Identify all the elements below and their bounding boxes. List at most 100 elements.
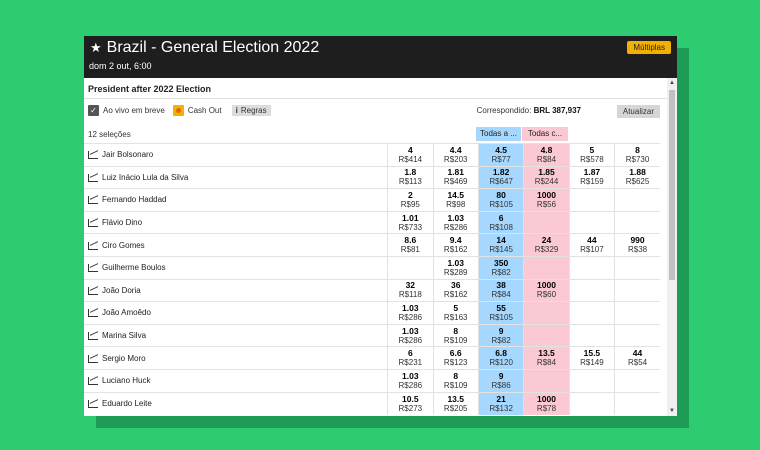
multiples-button[interactable]: Múltiplas [627, 41, 671, 54]
price-cell[interactable]: 8 R$730 [614, 143, 660, 167]
price-cell[interactable]: 990 R$38 [614, 233, 660, 257]
price-cell[interactable]: 14.5 R$98 [432, 188, 479, 212]
back-all-header[interactable]: Todas a ... [476, 127, 521, 141]
chart-icon[interactable] [88, 264, 98, 273]
price-cell[interactable]: 9.4 R$162 [432, 233, 479, 257]
price-cell[interactable]: 13.5 R$84 [523, 346, 570, 370]
price-cell[interactable] [614, 301, 660, 325]
price-cell[interactable]: 1.03 R$289 [432, 255, 479, 280]
price-cell[interactable]: 1.01 R$733 [387, 210, 434, 234]
chart-icon[interactable] [88, 151, 98, 160]
stake-amount: R$132 [489, 403, 513, 413]
price-cell[interactable]: 1.8 R$113 [387, 165, 434, 189]
price-cell[interactable] [523, 323, 570, 347]
price-cell[interactable]: 1.88 R$625 [614, 165, 660, 189]
price-cell[interactable]: 4.5 R$77 [477, 143, 524, 167]
price-cell[interactable]: 8 R$109 [432, 368, 479, 393]
price-cell[interactable] [387, 255, 434, 280]
price-cell[interactable]: 21 R$132 [477, 391, 524, 415]
price-cell[interactable]: 350 R$82 [477, 255, 524, 280]
chart-icon[interactable] [88, 173, 98, 182]
price-cell[interactable]: 6.6 R$123 [432, 346, 479, 370]
price-cell[interactable]: 5 R$163 [432, 301, 479, 325]
price-cell[interactable]: 24 R$329 [523, 233, 570, 257]
chart-icon[interactable] [88, 241, 98, 250]
chart-icon[interactable] [88, 354, 98, 363]
price-cell[interactable] [614, 188, 660, 212]
star-icon[interactable]: ★ [90, 40, 102, 55]
price-cell[interactable]: 1000 R$56 [523, 188, 570, 212]
price-cell[interactable] [614, 323, 660, 347]
price-cell[interactable] [568, 391, 615, 415]
price-cell[interactable]: 1.03 R$286 [387, 368, 434, 393]
price-cell[interactable]: 1.03 R$286 [387, 301, 434, 325]
chart-icon[interactable] [88, 196, 98, 205]
scrollbar[interactable]: ▲ ▼ [667, 78, 677, 416]
price-cell[interactable]: 38 R$84 [477, 278, 524, 302]
price-cell[interactable]: 1.87 R$159 [568, 165, 615, 189]
stake-amount: R$109 [443, 380, 468, 390]
price-cell[interactable]: 55 R$105 [477, 301, 524, 325]
price-cell[interactable] [568, 188, 615, 212]
update-button[interactable]: Atualizar [616, 105, 660, 118]
price-cell[interactable]: 1000 R$60 [523, 278, 570, 302]
rules-button[interactable]: i Regras [231, 105, 271, 116]
price-cell[interactable] [614, 255, 660, 280]
chart-icon[interactable] [88, 309, 98, 318]
price-cell[interactable]: 14 R$145 [477, 233, 524, 257]
price-cell[interactable]: 6 R$231 [387, 346, 434, 370]
price-cell[interactable] [568, 368, 615, 393]
price-cell[interactable] [614, 278, 660, 302]
stake-amount: R$329 [534, 245, 559, 255]
chart-icon[interactable] [88, 286, 98, 295]
chart-icon[interactable] [88, 331, 98, 340]
price-cell[interactable]: 36 R$162 [432, 278, 479, 302]
price-cell[interactable]: 13.5 R$205 [432, 391, 479, 415]
price-cell[interactable] [568, 255, 615, 280]
price-cell[interactable]: 5 R$578 [568, 143, 615, 167]
runner-name-cell: Eduardo Leite [84, 391, 388, 415]
price-cell[interactable]: 8 R$109 [432, 323, 479, 347]
price-cell[interactable]: 2 R$95 [387, 188, 434, 212]
price-cell[interactable]: 4.8 R$84 [523, 143, 570, 167]
chart-icon[interactable] [88, 218, 98, 227]
price-cell[interactable]: 8.6 R$81 [387, 233, 434, 257]
price-cell[interactable]: 1.03 R$286 [432, 210, 479, 234]
price-cell[interactable] [523, 255, 570, 280]
price-cell[interactable]: 9 R$86 [477, 368, 524, 393]
price-cell[interactable]: 1000 R$78 [523, 391, 570, 415]
price-cell[interactable] [523, 210, 570, 234]
scroll-thumb[interactable] [669, 90, 675, 280]
price-cell[interactable]: 80 R$105 [477, 188, 524, 212]
price-cell[interactable]: 4.4 R$203 [432, 143, 479, 167]
price-cell[interactable] [568, 210, 615, 234]
check-icon[interactable]: ✓ [88, 105, 99, 116]
price-cell[interactable]: 44 R$107 [568, 233, 615, 257]
price-cell[interactable]: 6.8 R$120 [477, 346, 524, 370]
scroll-down-icon[interactable]: ▼ [669, 408, 675, 414]
price-cell[interactable]: 1.85 R$244 [523, 165, 570, 189]
price-cell[interactable]: 4 R$414 [387, 143, 434, 167]
price-cell[interactable] [523, 368, 570, 393]
price-cell[interactable]: 1.81 R$469 [432, 165, 479, 189]
price-cell[interactable] [568, 278, 615, 302]
price-cell[interactable]: 9 R$82 [477, 323, 524, 347]
price-cell[interactable]: 32 R$118 [387, 278, 434, 302]
price-cell[interactable] [568, 323, 615, 347]
price-cell[interactable] [614, 368, 660, 393]
price-cell[interactable] [614, 210, 660, 234]
price-cell[interactable]: 44 R$54 [614, 346, 660, 370]
price-cell[interactable]: 15.5 R$149 [568, 346, 615, 370]
chart-icon[interactable] [88, 377, 98, 386]
price-cell[interactable] [523, 301, 570, 325]
price-cell[interactable] [568, 301, 615, 325]
price-cell[interactable]: 10.5 R$273 [387, 391, 434, 415]
chart-icon[interactable] [88, 399, 98, 408]
price-cell[interactable]: 1.03 R$286 [387, 323, 434, 347]
price-cell[interactable]: 1.82 R$647 [477, 165, 524, 189]
price-cell[interactable]: 6 R$108 [477, 210, 524, 234]
stake-amount: R$625 [625, 177, 650, 187]
scroll-up-icon[interactable]: ▲ [669, 80, 675, 86]
price-cell[interactable] [614, 391, 660, 415]
lay-all-header[interactable]: Todas c... [522, 127, 568, 141]
